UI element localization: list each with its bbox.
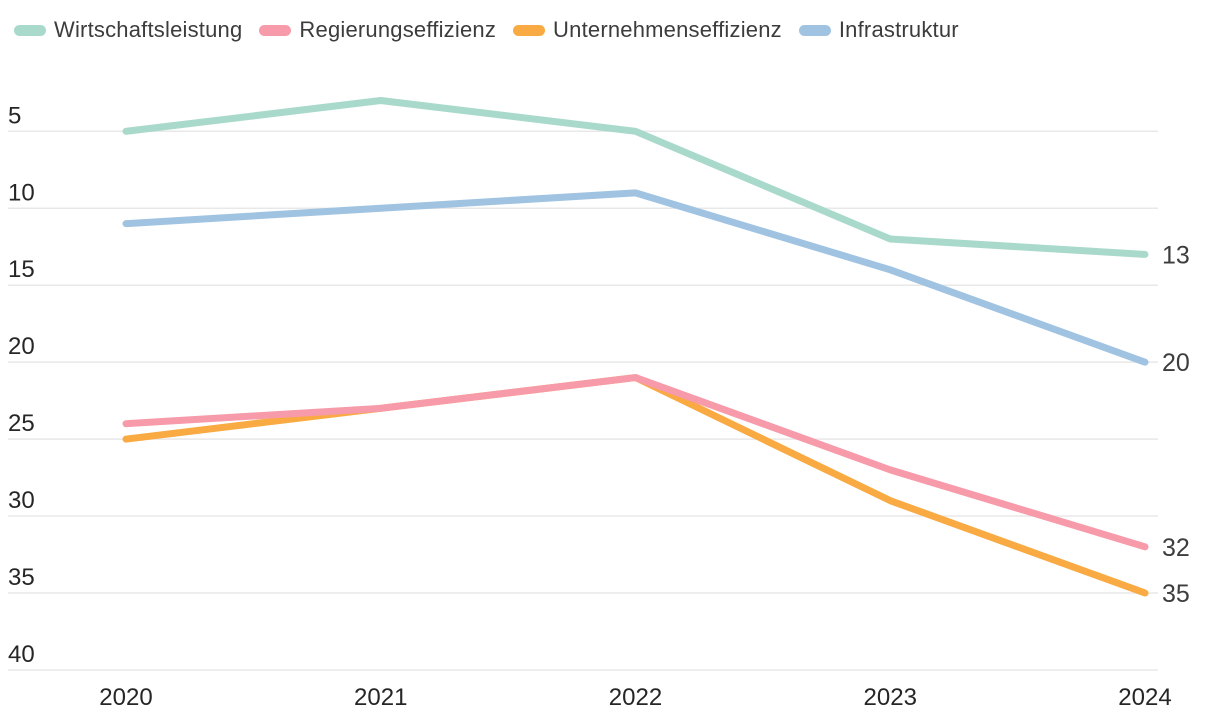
legend-item-infrastruktur: Infrastruktur bbox=[798, 17, 959, 43]
y-tick-label-40: 40 bbox=[8, 641, 35, 668]
legend-label-infrastruktur: Infrastruktur bbox=[838, 17, 959, 42]
legend-label-wirtschaftsleistung: Wirtschaftsleistung bbox=[54, 17, 243, 42]
legend-swatch-wirtschaftsleistung bbox=[14, 24, 46, 36]
x-tick-label-2020: 2020 bbox=[99, 684, 152, 711]
series-line-wirtschaftsleistung[interactable] bbox=[122, 97, 1149, 258]
end-label-wirtschaftsleistung: 13 bbox=[1162, 241, 1190, 269]
y-tick-label-15: 15 bbox=[8, 256, 35, 283]
chart-legend: Wirtschaftsleistung Regierungseffizienz … bbox=[14, 17, 959, 43]
y-tick-label-30: 30 bbox=[8, 487, 35, 514]
y-tick-label-5: 5 bbox=[8, 102, 21, 129]
legend-item-regierungseffizienz: Regierungseffizienz bbox=[259, 17, 496, 43]
y-tick-label-25: 25 bbox=[8, 410, 35, 437]
x-tick-label-2024: 2024 bbox=[1118, 684, 1171, 711]
end-label-unternehmenseffizienz: 35 bbox=[1162, 580, 1190, 608]
legend-swatch-infrastruktur bbox=[798, 24, 831, 36]
x-tick-label-2022: 2022 bbox=[609, 684, 662, 711]
series-line-regierungseffizienz[interactable] bbox=[122, 374, 1149, 551]
y-tick-label-10: 10 bbox=[8, 179, 35, 206]
series-line-unternehmenseffizienz[interactable] bbox=[122, 374, 1149, 597]
legend-label-unternehmenseffizienz: Unternehmenseffizienz bbox=[553, 17, 782, 42]
legend-label-regierungseffizienz: Regierungseffizienz bbox=[299, 17, 497, 42]
series-line-infrastruktur[interactable] bbox=[122, 189, 1149, 366]
legend-swatch-regierungseffizienz bbox=[259, 24, 292, 36]
legend-swatch-unternehmenseffizienz bbox=[513, 24, 546, 36]
legend-item-wirtschaftsleistung: Wirtschaftsleistung bbox=[14, 17, 242, 43]
end-label-regierungseffizienz: 32 bbox=[1162, 534, 1190, 562]
y-tick-label-35: 35 bbox=[8, 564, 35, 591]
x-tick-label-2021: 2021 bbox=[354, 684, 407, 711]
x-tick-label-2023: 2023 bbox=[864, 684, 917, 711]
end-label-infrastruktur: 20 bbox=[1162, 349, 1190, 377]
y-tick-label-20: 20 bbox=[8, 333, 35, 360]
legend-item-unternehmenseffizienz: Unternehmenseffizienz bbox=[513, 17, 782, 43]
